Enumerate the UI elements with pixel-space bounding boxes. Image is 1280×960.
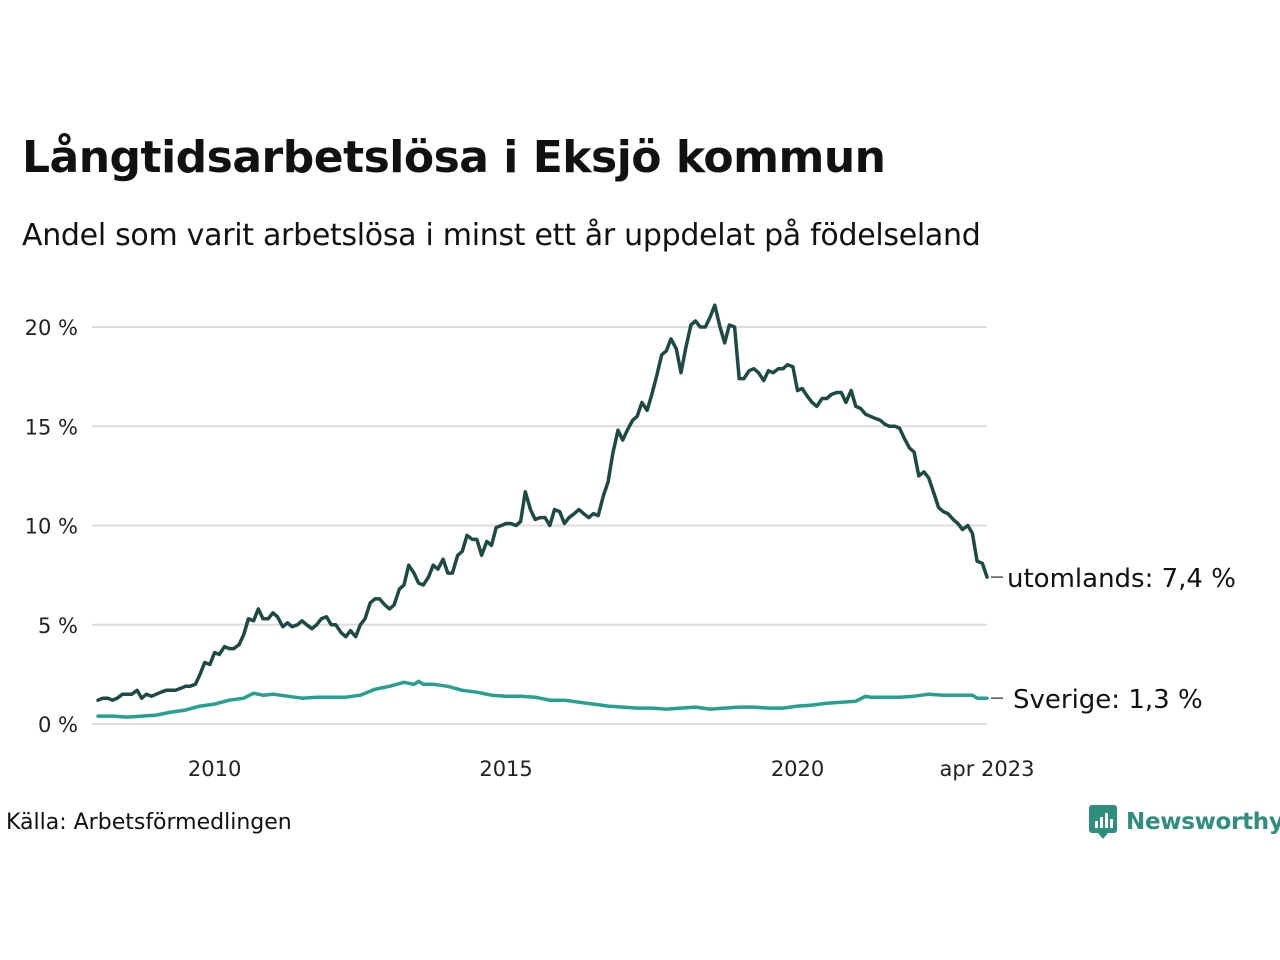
series-line-utomlands bbox=[96, 303, 989, 702]
brand-name: Newsworthy bbox=[1126, 809, 1280, 835]
series-label-sverige: Sverige: 1,3 % bbox=[1013, 685, 1203, 715]
series-lines bbox=[96, 303, 989, 719]
chart-title: Långtidsarbetslösa i Eksjö kommun bbox=[22, 132, 886, 183]
y-tick-label: 20 % bbox=[25, 316, 78, 340]
series-line-sverige bbox=[96, 679, 989, 719]
series-label-utomlands: utomlands: 7,4 % bbox=[1007, 564, 1236, 594]
x-tick-label: apr 2023 bbox=[940, 757, 1035, 781]
x-tick-label: 2020 bbox=[771, 757, 824, 781]
y-tick-label: 10 % bbox=[25, 515, 78, 539]
x-axis-ticks: 2010 2015 2020 apr 2023 bbox=[188, 757, 1035, 781]
y-axis-ticks: 0 % 5 % 10 % 15 % 20 % bbox=[25, 316, 78, 737]
gridlines bbox=[92, 326, 987, 725]
newsworthy-logo-icon bbox=[1089, 805, 1117, 839]
x-tick-label: 2015 bbox=[479, 757, 532, 781]
x-tick-label: 2010 bbox=[188, 757, 241, 781]
series-labels: utomlands: 7,4 % Sverige: 1,3 % bbox=[991, 564, 1236, 715]
y-tick-label: 5 % bbox=[38, 614, 78, 638]
source-note: Källa: Arbetsförmedlingen bbox=[6, 810, 292, 835]
newsworthy-logo: Newsworthy bbox=[1088, 804, 1280, 840]
y-tick-label: 15 % bbox=[25, 415, 78, 439]
chart-subtitle: Andel som varit arbetslösa i minst ett å… bbox=[22, 218, 981, 253]
y-tick-label: 0 % bbox=[38, 713, 78, 737]
